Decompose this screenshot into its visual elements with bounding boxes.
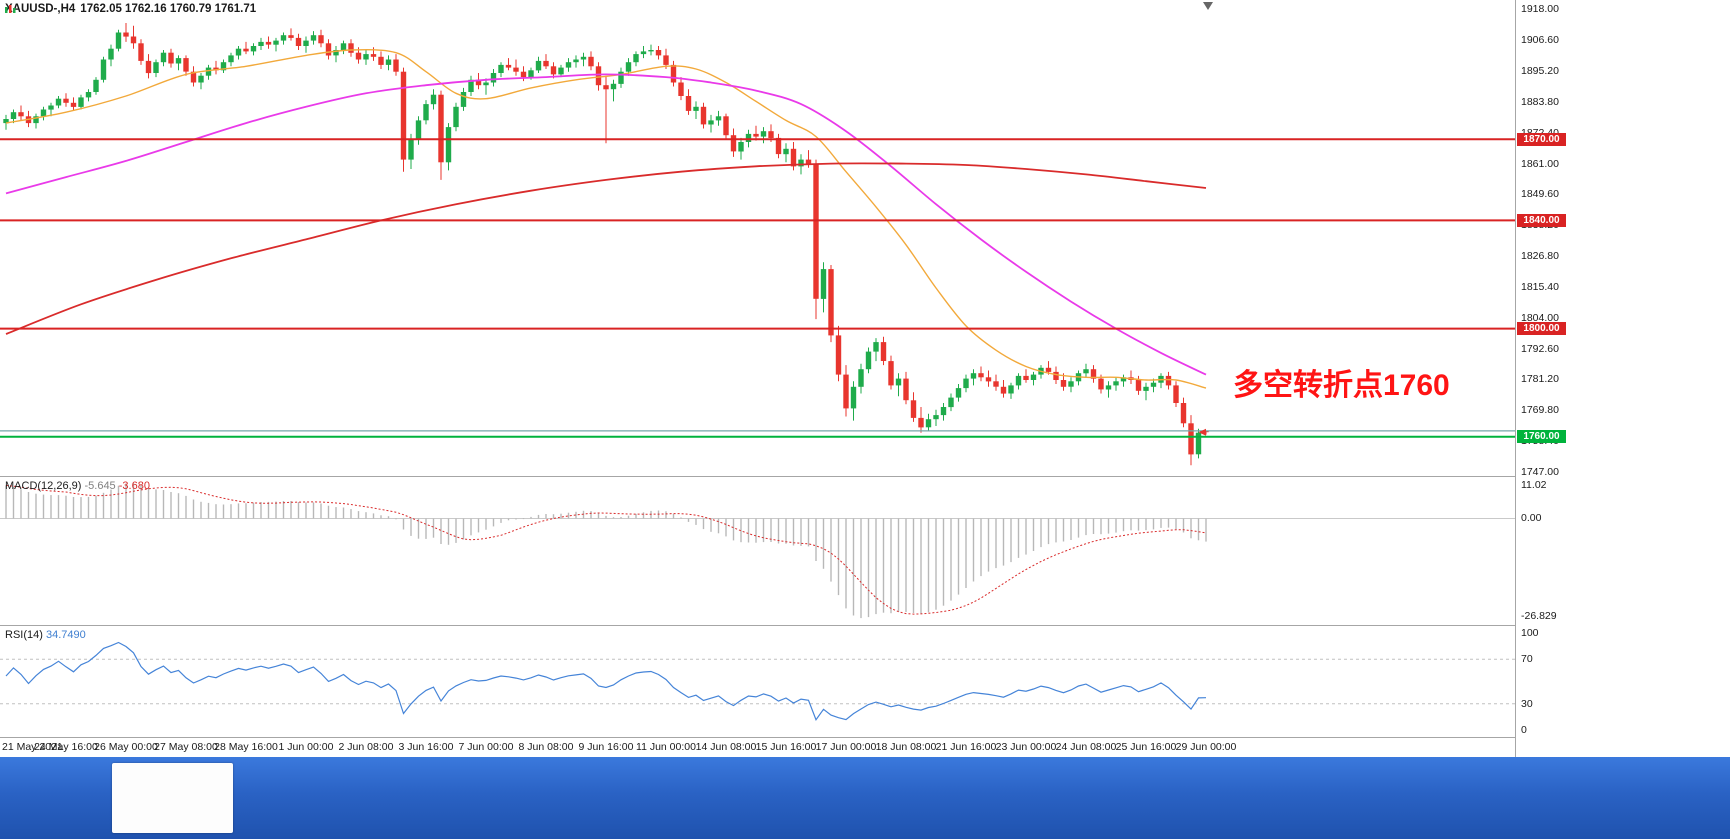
time-axis-label: 23 Jun 00:00 [995, 741, 1057, 753]
time-axis-label: 7 Jun 00:00 [458, 741, 514, 753]
macd-label: MACD(12,26,9) -5.645 -3.680 [5, 480, 150, 492]
annotation-text: 多空转折点1760 [1233, 369, 1450, 402]
rsi-line [5, 641, 1207, 721]
rsi-axis-label: 0 [1521, 724, 1527, 736]
symbol-icon [5, 4, 16, 13]
rsi-axis-label: 70 [1521, 653, 1533, 666]
macd-label-text: MACD(12,26,9) [5, 480, 82, 492]
price-axis-label: 1769.80 [1521, 404, 1559, 416]
rsi-label: RSI(14) 34.7490 [5, 629, 86, 641]
price-axis-label: 1849.60 [1521, 188, 1559, 200]
price-level-tag: 1870.00 [1517, 133, 1566, 146]
time-axis-label: 24 Jun 08:00 [1055, 741, 1117, 753]
taskbar[interactable] [0, 757, 1730, 839]
candles-layer [3, 23, 1209, 466]
macd-signal-line [5, 484, 1207, 615]
price-level-tag: 1800.00 [1517, 322, 1566, 335]
ma-line-mid [5, 73, 1207, 376]
time-axis-label: 26 May 00:00 [94, 741, 158, 753]
time-axis-label: 8 Jun 08:00 [518, 741, 574, 753]
ma-line-fast [5, 48, 1207, 389]
price-axis-label: 1895.20 [1521, 65, 1559, 77]
ohlc-readout: 1762.05 1762.16 1760.79 1761.71 [80, 3, 257, 15]
time-axis-label: 27 May 08:00 [154, 741, 218, 753]
time-axis-label: 1 Jun 00:00 [278, 741, 334, 753]
macd-axis-label: 11.02 [1521, 479, 1547, 491]
chart-plot-area[interactable]: XAUUSD-,H4 1762.05 1762.16 1760.79 1761.… [0, 0, 1516, 757]
axis-border [1515, 0, 1516, 757]
price-axis-label: 1906.60 [1521, 34, 1559, 46]
chart-shift-marker-icon[interactable] [1203, 2, 1213, 10]
price-axis-label: 1826.80 [1521, 250, 1559, 262]
time-axis-label: 17 Jun 00:00 [815, 741, 877, 753]
time-axis-label: 29 Jun 00:00 [1175, 741, 1237, 753]
price-axis-label: 1792.60 [1521, 343, 1559, 355]
price-chart[interactable] [0, 0, 1516, 477]
price-axis-label: 1918.00 [1521, 3, 1559, 15]
ma-line-slow [5, 162, 1207, 335]
time-axis-label: 21 May 2021 [2, 741, 63, 753]
price-axis-label: 1861.00 [1521, 158, 1559, 170]
panel-divider [0, 737, 1516, 738]
last-price-arrow-icon [1198, 428, 1206, 436]
macd-axis-label: -26.829 [1521, 610, 1557, 622]
time-axis-label: 14 Jun 08:00 [695, 741, 757, 753]
price-axis-label: 1883.80 [1521, 96, 1559, 108]
price-axis[interactable]: 1918.001906.601895.201883.801872.401861.… [1516, 0, 1730, 757]
symbol-timeframe: XAUUSD-,H4 [5, 3, 76, 15]
time-axis-label: 28 May 16:00 [214, 741, 278, 753]
time-axis-label: 11 Jun 00:00 [636, 741, 696, 753]
time-axis-label: 21 Jun 16:00 [935, 741, 997, 753]
macd-histogram [5, 482, 1207, 619]
price-level-tag: 1760.00 [1517, 430, 1566, 443]
time-axis-label: 3 Jun 16:00 [398, 741, 454, 753]
panel-divider[interactable] [0, 625, 1516, 626]
time-axis-label: 18 Jun 08:00 [875, 741, 937, 753]
price-level-tag: 1840.00 [1517, 214, 1566, 227]
macd-axis-label: 0.00 [1521, 512, 1542, 525]
price-axis-label: 1781.20 [1521, 373, 1559, 385]
price-axis-label: 1804.00 [1521, 312, 1559, 324]
taskbar-item[interactable] [112, 763, 233, 833]
rsi-axis-label: 100 [1521, 627, 1539, 639]
rsi-label-text: RSI(14) [5, 629, 43, 641]
rsi-axis-label: 30 [1521, 697, 1533, 710]
time-axis-label: 9 Jun 16:00 [578, 741, 634, 753]
time-axis-label: 2 Jun 08:00 [338, 741, 394, 753]
price-axis-label: 1747.00 [1521, 466, 1559, 478]
rsi-value: 34.7490 [45, 629, 86, 641]
chart-title: XAUUSD-,H4 1762.05 1762.16 1760.79 1761.… [5, 3, 256, 15]
rsi-panel[interactable] [0, 626, 1516, 737]
time-axis-label: 25 Jun 16:00 [1115, 741, 1177, 753]
price-axis-label: 1815.40 [1521, 281, 1559, 293]
time-axis-label: 24 May 16:00 [34, 741, 98, 753]
panel-divider[interactable] [0, 476, 1516, 477]
macd-panel[interactable] [0, 477, 1516, 625]
time-axis-label: 15 Jun 16:00 [755, 741, 817, 753]
macd-signal-value: -3.680 [118, 480, 150, 492]
macd-main-value: -5.645 [84, 480, 116, 492]
